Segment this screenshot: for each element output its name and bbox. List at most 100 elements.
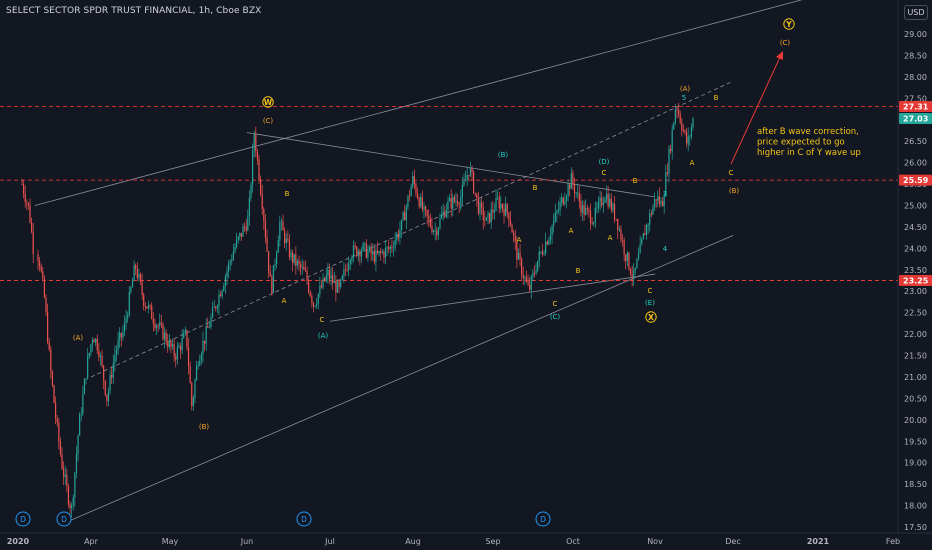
candle-body <box>306 270 308 282</box>
candle-body <box>445 209 447 217</box>
candle-body <box>376 250 379 254</box>
candle-body <box>344 269 347 271</box>
candle-body <box>74 472 76 498</box>
candle-body <box>221 290 223 297</box>
candle-body <box>170 340 172 347</box>
y-tick-label: 29.00 <box>904 30 927 39</box>
candle-body <box>210 317 212 327</box>
candle-body <box>660 201 662 204</box>
candle-body <box>458 204 460 206</box>
candle-body <box>301 266 303 268</box>
candle-body <box>332 275 334 284</box>
candle-body <box>649 213 651 225</box>
candle-body <box>235 239 238 248</box>
candle-body <box>90 344 92 353</box>
candle-body <box>578 192 580 202</box>
candle-body <box>24 193 26 203</box>
candle-body <box>521 259 523 275</box>
candle-body <box>356 246 358 256</box>
candle-body <box>176 347 178 360</box>
candle-body <box>120 333 122 338</box>
candle-body <box>570 173 572 189</box>
candle-body <box>263 209 265 221</box>
candle-body <box>138 274 140 278</box>
y-tick-label: 18.00 <box>904 502 927 511</box>
wave-label: A <box>569 227 574 235</box>
candle-body <box>500 204 502 209</box>
y-tick-label: 23.50 <box>904 266 927 275</box>
candle-body <box>469 167 472 176</box>
candle-body <box>522 274 524 278</box>
candle-body <box>104 380 106 395</box>
candle-body <box>448 198 451 202</box>
candle-body <box>271 276 273 293</box>
candle-body <box>287 238 289 241</box>
candle-body <box>436 230 438 236</box>
y-tick-label: 20.00 <box>904 416 927 425</box>
candle-body <box>27 202 30 205</box>
dividend-marker-label: D <box>540 515 546 524</box>
candle-body <box>658 196 660 204</box>
candle-body <box>250 184 252 198</box>
candle-body <box>370 246 372 254</box>
candle-body <box>106 394 108 401</box>
candle-body <box>99 355 102 357</box>
candle-body <box>101 355 103 366</box>
candle-body <box>243 226 246 228</box>
candle-body <box>597 201 600 208</box>
candle-body <box>514 234 516 242</box>
candle-body <box>455 200 457 202</box>
candle-body <box>466 175 468 180</box>
dividend-marker <box>15 511 31 527</box>
currency-button[interactable]: USD <box>904 5 928 20</box>
candle-body <box>604 199 606 203</box>
candle-body <box>529 284 531 290</box>
candle-body <box>485 217 488 221</box>
candle-body <box>144 305 146 307</box>
wave-label: (B) <box>199 423 210 431</box>
candle-body <box>359 251 361 257</box>
candle-body <box>123 322 126 332</box>
projection-arrow <box>730 56 781 165</box>
y-tick-label: 20.50 <box>904 394 927 403</box>
wave-label: (A) <box>318 332 329 340</box>
candle-body <box>412 175 414 187</box>
candle-body <box>641 239 643 244</box>
candle-body <box>381 251 383 253</box>
candle-body <box>88 352 90 357</box>
candle-body <box>295 254 297 266</box>
candle-body <box>192 397 194 406</box>
candle-body <box>513 232 515 235</box>
candle-body <box>613 203 616 219</box>
x-tick-label: Nov <box>647 537 663 546</box>
candle-body <box>677 109 680 114</box>
candle-body <box>509 219 512 226</box>
dividend-marker <box>296 511 312 527</box>
candle-body <box>51 371 54 386</box>
candle-body <box>585 207 587 215</box>
candle-body <box>428 216 430 219</box>
candle-body <box>136 268 138 278</box>
candle-body <box>133 265 135 281</box>
candle-body <box>183 333 185 338</box>
candle-body <box>311 296 313 303</box>
candle-body <box>541 251 544 255</box>
candle-body <box>671 129 673 152</box>
trend-lines <box>34 0 803 526</box>
wave-circle <box>783 18 795 30</box>
candle-body <box>620 229 622 240</box>
candle-body <box>119 333 121 341</box>
wave-label: (C) <box>550 313 561 321</box>
projection-arrow-head <box>776 51 783 60</box>
candle-body <box>32 231 34 255</box>
candle-body <box>653 199 656 207</box>
candle-body <box>621 239 624 241</box>
candle-body <box>264 220 267 238</box>
candle-body <box>360 250 363 257</box>
candle-body <box>364 243 366 244</box>
x-axis[interactable]: 2020 Apr May Jun Jul Aug Sep Oct Nov Dec 2021 Feb <box>0 532 932 546</box>
candle-body <box>325 275 327 281</box>
candle-body <box>626 252 628 261</box>
wave-label: 4 <box>663 245 668 253</box>
